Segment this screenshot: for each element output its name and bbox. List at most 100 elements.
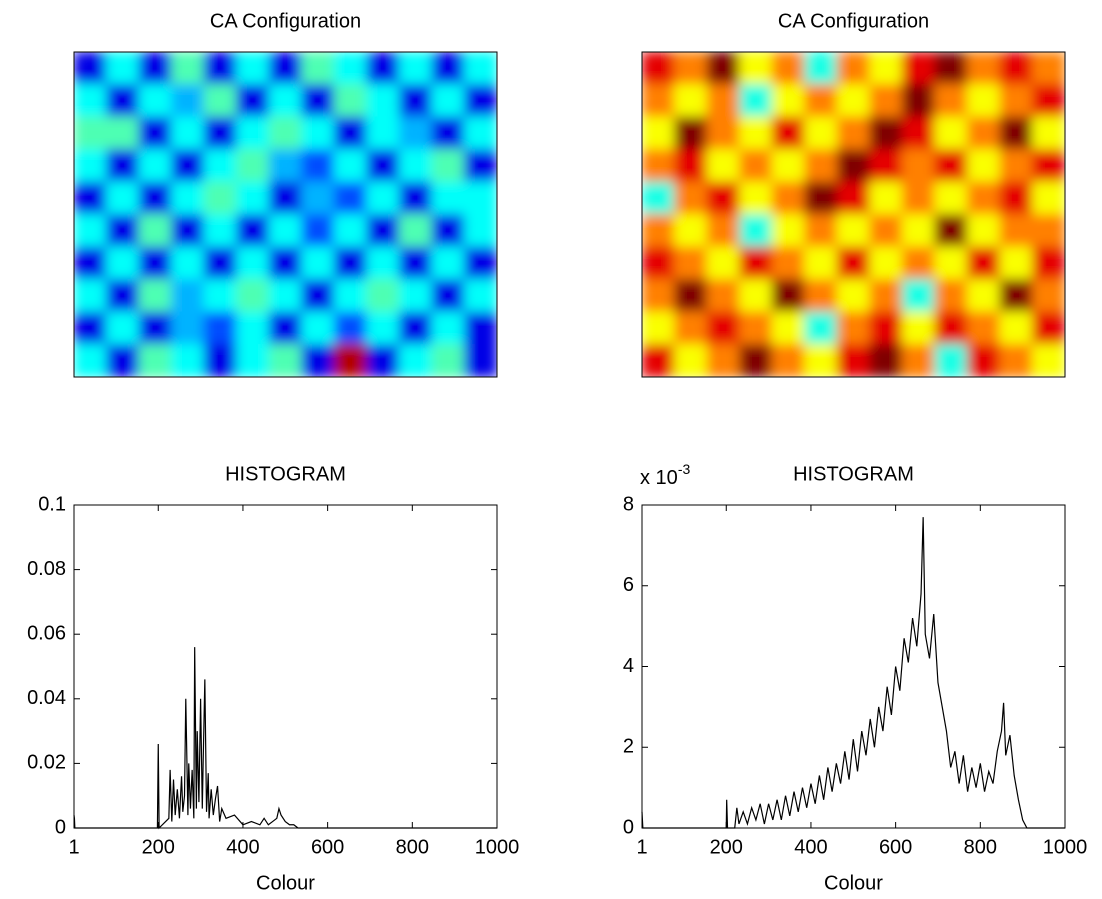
cell <box>771 52 806 85</box>
cell <box>74 311 108 345</box>
cell <box>706 214 741 248</box>
cell <box>463 149 497 183</box>
cell <box>804 84 838 118</box>
cell <box>934 84 968 118</box>
cell <box>1031 279 1065 313</box>
cell <box>463 214 497 248</box>
cell <box>999 279 1033 313</box>
title: CA Configuration <box>210 10 361 32</box>
cell <box>333 311 368 345</box>
cell <box>301 116 335 150</box>
cell <box>203 181 238 215</box>
cell <box>771 246 806 280</box>
cell <box>366 214 400 248</box>
cell <box>333 84 368 118</box>
cell <box>74 84 108 118</box>
cell <box>674 116 708 150</box>
cell <box>966 116 1001 150</box>
cell <box>804 214 838 248</box>
histogram-line <box>641 517 1065 829</box>
cell <box>431 84 465 118</box>
cell <box>236 181 270 215</box>
cell <box>869 214 903 248</box>
cell <box>333 214 368 248</box>
cell <box>642 344 676 377</box>
x-tick-label: 400 <box>794 836 827 858</box>
x-tick-label: 1000 <box>1043 836 1088 858</box>
cell <box>366 149 400 183</box>
cell <box>901 149 936 183</box>
cell <box>836 149 871 183</box>
cell <box>301 214 335 248</box>
cell <box>642 246 676 280</box>
cell <box>333 246 368 280</box>
cell <box>203 344 238 377</box>
cell <box>642 116 676 150</box>
cell <box>901 181 936 215</box>
y-tick-label: 4 <box>623 655 634 677</box>
cell <box>836 116 871 150</box>
cell <box>934 214 968 248</box>
x-tick-label: 600 <box>311 836 344 858</box>
cell <box>901 52 936 85</box>
cell <box>999 214 1033 248</box>
cell <box>771 279 806 313</box>
image-cells <box>642 52 1065 377</box>
x-tick-label: 800 <box>396 836 429 858</box>
cell <box>366 116 400 150</box>
y-tick-label: 6 <box>623 574 634 596</box>
cell <box>301 279 335 313</box>
cell <box>771 214 806 248</box>
y-tick-label: 0 <box>55 816 66 838</box>
cell <box>966 84 1001 118</box>
cell <box>966 311 1001 345</box>
cell <box>869 84 903 118</box>
cell <box>333 279 368 313</box>
cell <box>301 84 335 118</box>
cell <box>106 84 140 118</box>
cell <box>431 311 465 345</box>
cell <box>203 214 238 248</box>
cell <box>171 214 205 248</box>
cell <box>674 246 708 280</box>
cell <box>203 116 238 150</box>
cell <box>934 181 968 215</box>
cell <box>398 246 433 280</box>
cell <box>236 84 270 118</box>
cell <box>771 344 806 377</box>
cell <box>463 84 497 118</box>
cell <box>333 344 368 377</box>
cell <box>901 84 936 118</box>
cell <box>268 246 303 280</box>
x-tick-label: 200 <box>142 836 175 858</box>
cell <box>1031 311 1065 345</box>
cell <box>642 311 676 345</box>
cell <box>74 149 108 183</box>
cell <box>999 181 1033 215</box>
cell <box>934 246 968 280</box>
cell <box>1031 246 1065 280</box>
image <box>642 52 1065 377</box>
y-tick-label: 0.02 <box>27 752 66 774</box>
cell <box>268 116 303 150</box>
cell <box>999 311 1033 345</box>
x-tick-label: 1 <box>636 836 647 858</box>
cell <box>642 279 676 313</box>
cell <box>674 52 708 85</box>
cell <box>804 279 838 313</box>
cell <box>836 181 871 215</box>
cell <box>398 279 433 313</box>
cell <box>398 52 433 85</box>
cell <box>106 181 140 215</box>
cell <box>366 84 400 118</box>
cell <box>106 246 140 280</box>
cell <box>301 246 335 280</box>
cell <box>999 246 1033 280</box>
cell <box>366 52 400 85</box>
cell <box>869 246 903 280</box>
cell <box>1031 84 1065 118</box>
x-tick-label: 1000 <box>475 836 520 858</box>
cell <box>74 344 108 377</box>
cell <box>398 344 433 377</box>
cell <box>739 116 773 150</box>
